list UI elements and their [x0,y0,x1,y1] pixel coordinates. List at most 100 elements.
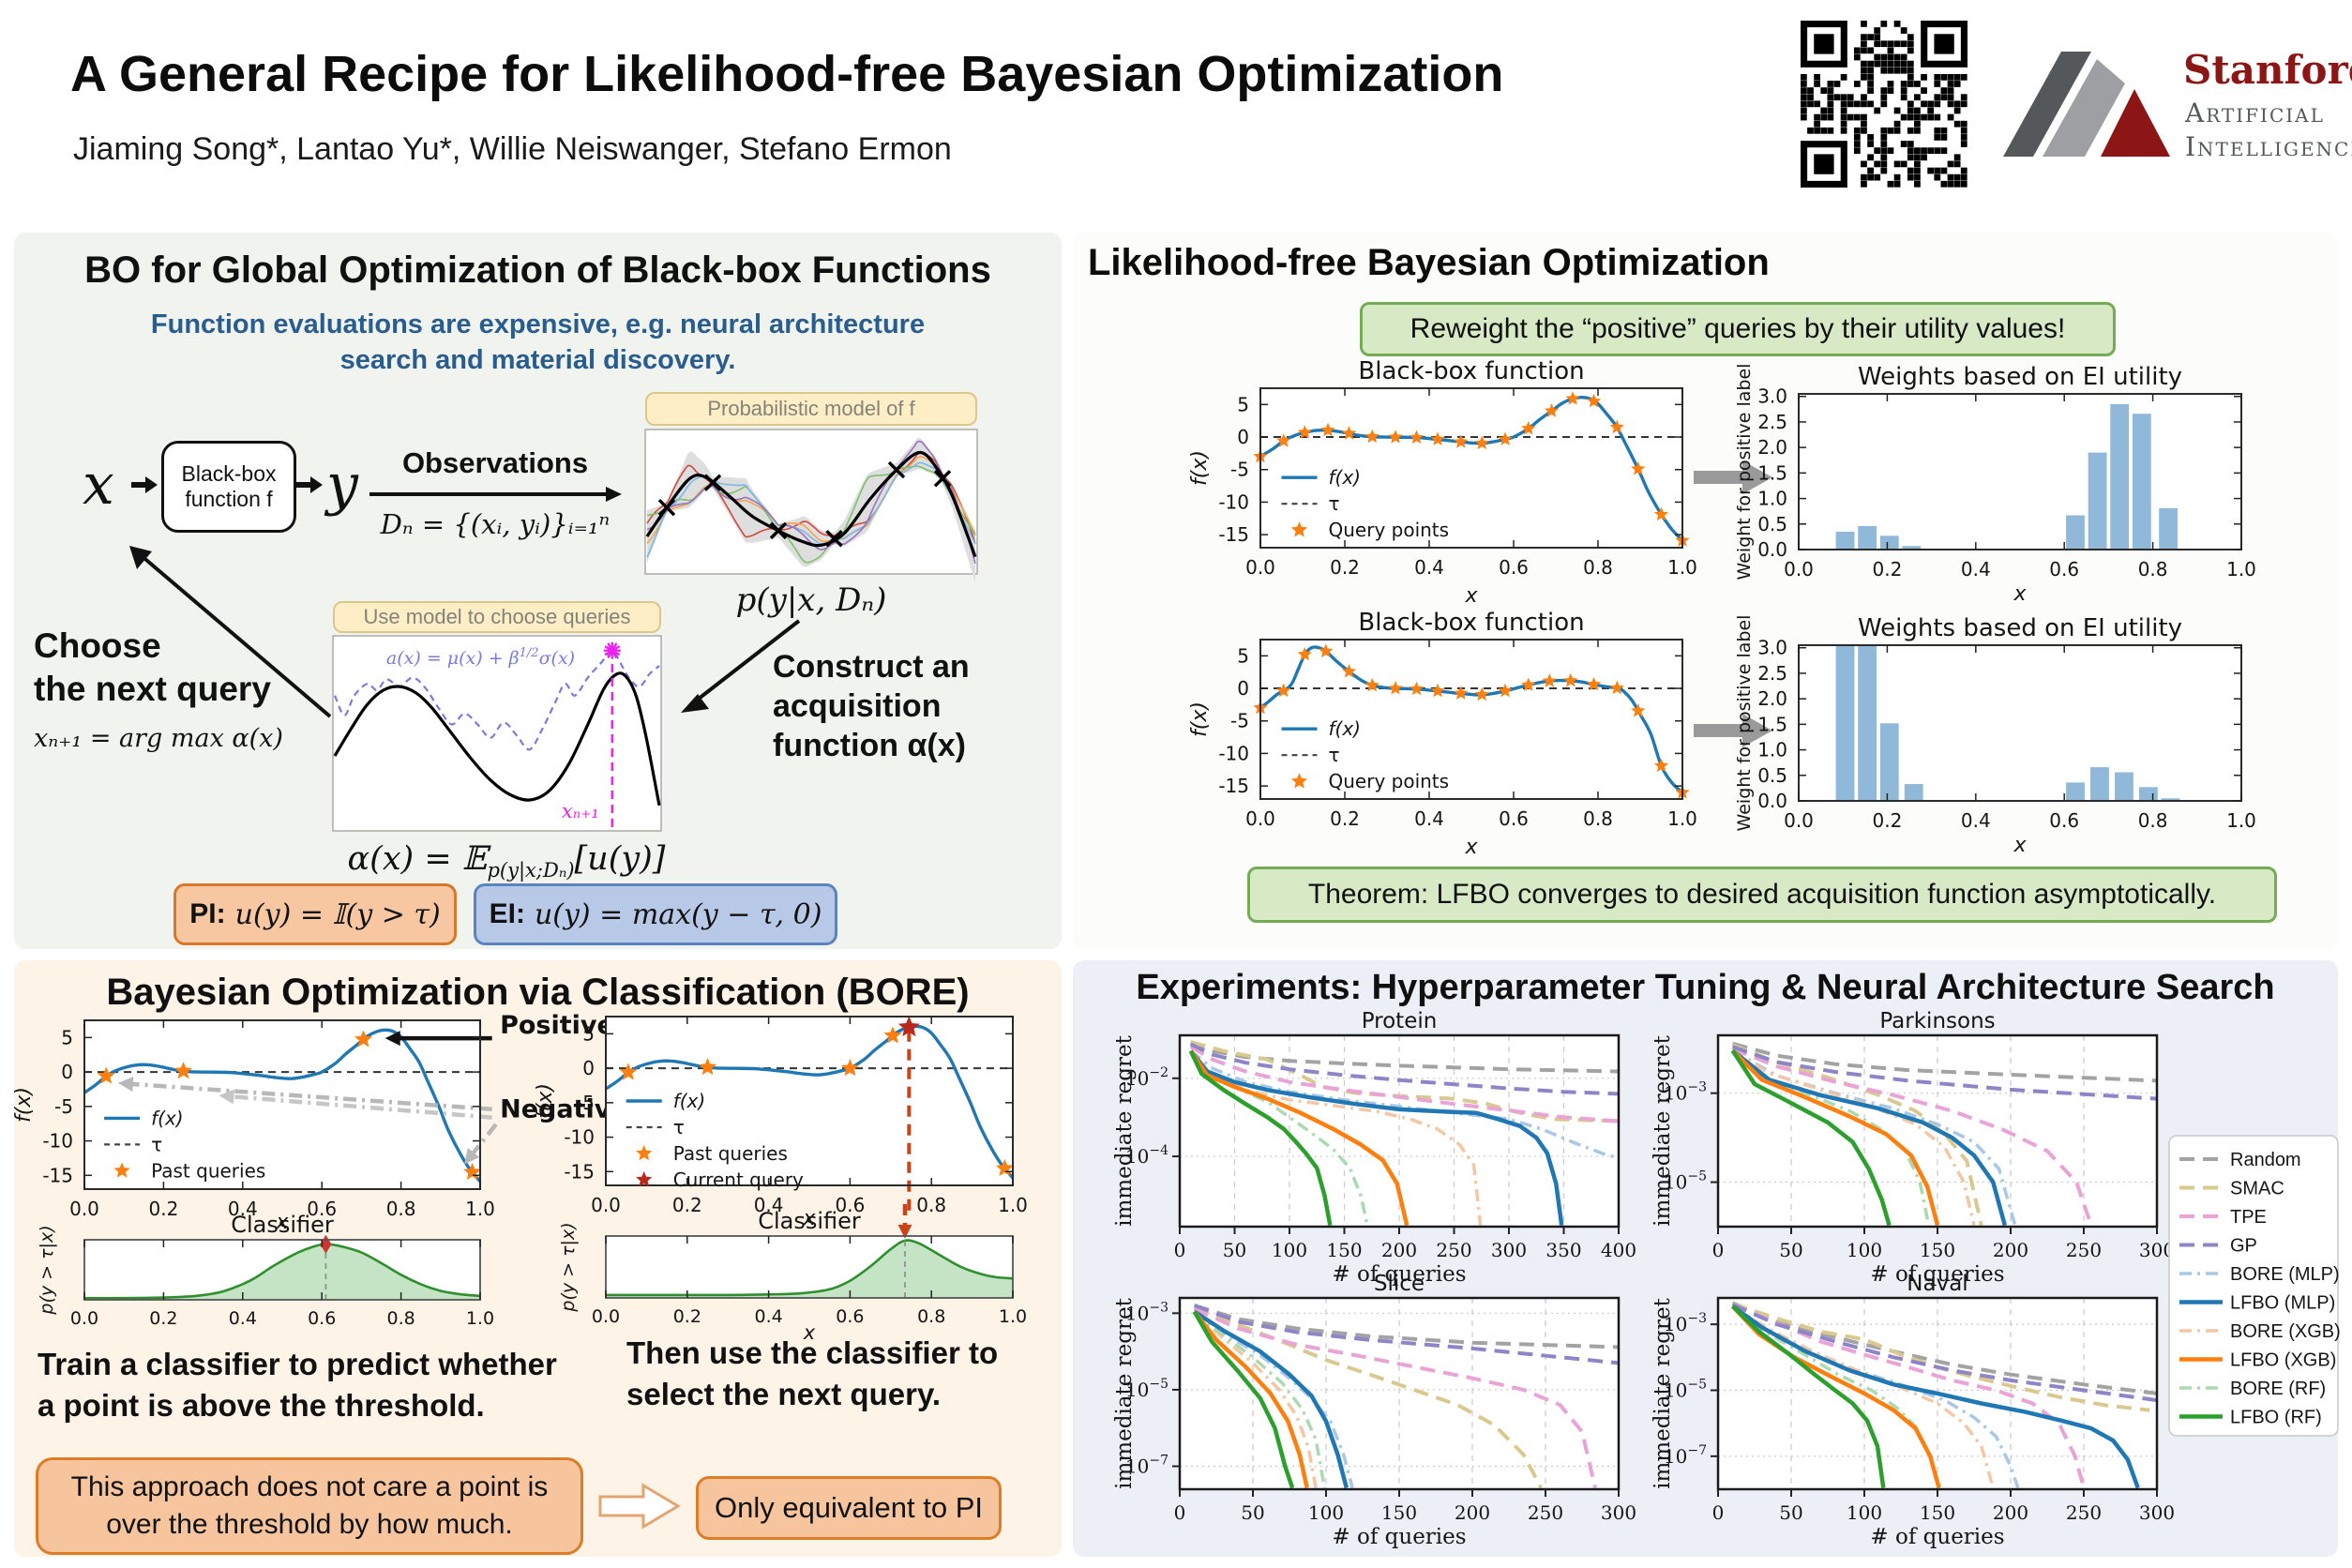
svg-text:τ: τ [673,1116,685,1138]
svg-text:τ: τ [151,1133,162,1155]
qr-code [1801,21,1968,188]
svg-text:0: 0 [1174,1501,1186,1524]
acquisition-formula: α(x) = 𝔼p(y|x;Dₙ)[u(y)] [263,840,750,882]
construct-line2: acquisition [773,688,942,724]
svg-text:0.4: 0.4 [1414,807,1444,830]
x-symbol: x [83,452,114,518]
svg-text:Past queries: Past queries [673,1142,788,1165]
svg-text:# of queries: # of queries [1870,1262,2004,1287]
svg-text:Weights based on EI utility: Weights based on EI utility [1858,614,2182,642]
svg-text:0.2: 0.2 [149,1308,177,1329]
choose-line2: the next query [34,670,271,708]
logo-wordmark: Stanford [2183,47,2352,93]
use-model-label: Use model to choose queries [333,601,661,633]
svg-text:1.0: 1.0 [999,1306,1027,1327]
y-symbol: y [326,452,358,518]
svg-text:0.8: 0.8 [386,1308,415,1329]
svg-text:0.2: 0.2 [1330,556,1360,579]
svg-text:0.6: 0.6 [835,1194,865,1216]
svg-text:# of queries: # of queries [1332,1262,1466,1287]
svg-text:LFBO (MLP): LFBO (MLP) [2230,1293,2335,1314]
svg-text:Black-box function: Black-box function [1358,357,1584,385]
svg-text:0.0: 0.0 [1245,807,1275,830]
svg-text:200: 200 [1381,1239,1417,1261]
svg-text:10−7: 10−7 [1125,1454,1168,1478]
svg-text:TPE: TPE [2230,1207,2267,1228]
svg-text:100: 100 [1847,1239,1882,1261]
svg-text:250: 250 [2066,1239,2102,1261]
svg-text:p(y > τ|x): p(y > τ|x) [558,1222,579,1312]
svg-text:Classifier: Classifier [231,1212,334,1238]
svg-text:xₙ₊₁: xₙ₊₁ [562,800,599,822]
train-text-line1: Train a classifier to predict whether [38,1347,557,1381]
svg-text:0.2: 0.2 [1872,558,1902,580]
cycle-arrow-icon [129,546,332,718]
svg-text:1.0: 1.0 [466,1308,494,1329]
svg-text:2.5: 2.5 [1757,411,1787,433]
svg-text:0.0: 0.0 [1245,556,1275,579]
svg-text:0: 0 [1712,1239,1725,1261]
svg-text:0.0: 0.0 [1757,790,1787,812]
svg-text:-10: -10 [1218,742,1249,764]
panel-bo-subtitle-1: Function evaluations are expensive, e.g.… [150,309,926,339]
svg-text:0.2: 0.2 [1872,809,1902,832]
svg-text:-15: -15 [564,1160,595,1183]
svg-text:-5: -5 [1230,710,1249,732]
svg-text:Random: Random [2230,1150,2301,1170]
svg-text:5: 5 [1237,644,1249,667]
svg-text:0.6: 0.6 [308,1308,336,1329]
chart-gp-posterior [644,429,978,583]
svg-text:a(x) = μ(x) + β1/2σ(x): a(x) = μ(x) + β1/2σ(x) [386,646,575,669]
pi-formula: u(y) = 𝕀(y > τ) [234,897,441,931]
svg-text:-5: -5 [54,1095,73,1118]
right-arrow-icon [1694,714,1772,747]
svg-text:Query points: Query points [1329,519,1450,541]
svg-text:5: 5 [582,1022,595,1045]
panel-bo-subtitle-2: search and material discovery. [339,345,736,375]
svg-text:Weight for positive label: Weight for positive label [1734,615,1755,832]
svg-text:1.0: 1.0 [1757,739,1787,761]
svg-text:0.8: 0.8 [2138,558,2168,580]
then-text-line2: select the next query. [626,1377,942,1411]
svg-text:10−3: 10−3 [1664,1311,1707,1335]
svg-text:p(y > τ|x): p(y > τ|x) [37,1225,57,1315]
right-arrow-icon [1694,460,1772,494]
pi-label: PI: [189,898,226,929]
svg-text:# of queries: # of queries [1870,1525,2004,1549]
svg-text:1.0: 1.0 [2226,558,2256,580]
svg-text:f(x): f(x) [673,1090,705,1112]
svg-text:x: x [275,1211,289,1234]
panel-bo-title: BO for Global Optimization of Black-box … [84,249,991,291]
reweight-box: Reweight the “positive” queries by their… [1360,302,2116,356]
svg-text:50: 50 [1779,1501,1802,1524]
svg-text:f(x): f(x) [1329,466,1361,489]
svg-text:0.0: 0.0 [1784,558,1814,580]
ei-box: EI: u(y) = max(y − τ, 0) [474,883,837,945]
ei-formula: u(y) = max(y − τ, 0) [534,897,822,931]
svg-text:0.2: 0.2 [673,1306,701,1327]
ei-label: EI: [489,898,525,929]
chart-weights-2: Weights based on EI utility 0.0 0.2 0.4 0.6 0… [1734,614,2256,857]
svg-text:-5: -5 [1230,459,1249,481]
panel-experiments-title: Experiments: Hyperparameter Tuning & Neu… [1136,968,2275,1007]
svg-text:τ: τ [1329,744,1340,766]
svg-text:immediate regret: immediate regret [1112,1034,1137,1226]
svg-text:10−5: 10−5 [1125,1377,1168,1401]
svg-text:2.0: 2.0 [1757,687,1787,710]
logo-line3: Intelligence [2185,131,2352,162]
svg-text:1.0: 1.0 [1757,488,1787,510]
stanford-logo-mark-icon [2003,52,2170,157]
svg-text:0: 0 [61,1061,73,1083]
chart-classifier-1: Classifier 0.0 0.2 0.4 0.6 0.8 1.0 p(y > τ|x) [37,1212,494,1329]
svg-text:2.5: 2.5 [1757,662,1787,685]
experiments-legend: Random SMAC TPE GP BORE (MLP) LFBO (MLP) BORE … [2168,1135,2341,1437]
svg-text:immediate regret: immediate regret [1651,1034,1675,1226]
svg-text:250: 250 [1528,1501,1563,1524]
logo-line2: Artificial [2185,98,2325,128]
svg-text:0: 0 [582,1057,595,1079]
svg-text:10−5: 10−5 [1664,1377,1707,1401]
svg-text:1.0: 1.0 [465,1198,495,1220]
flow-arrow-icon [131,476,158,493]
